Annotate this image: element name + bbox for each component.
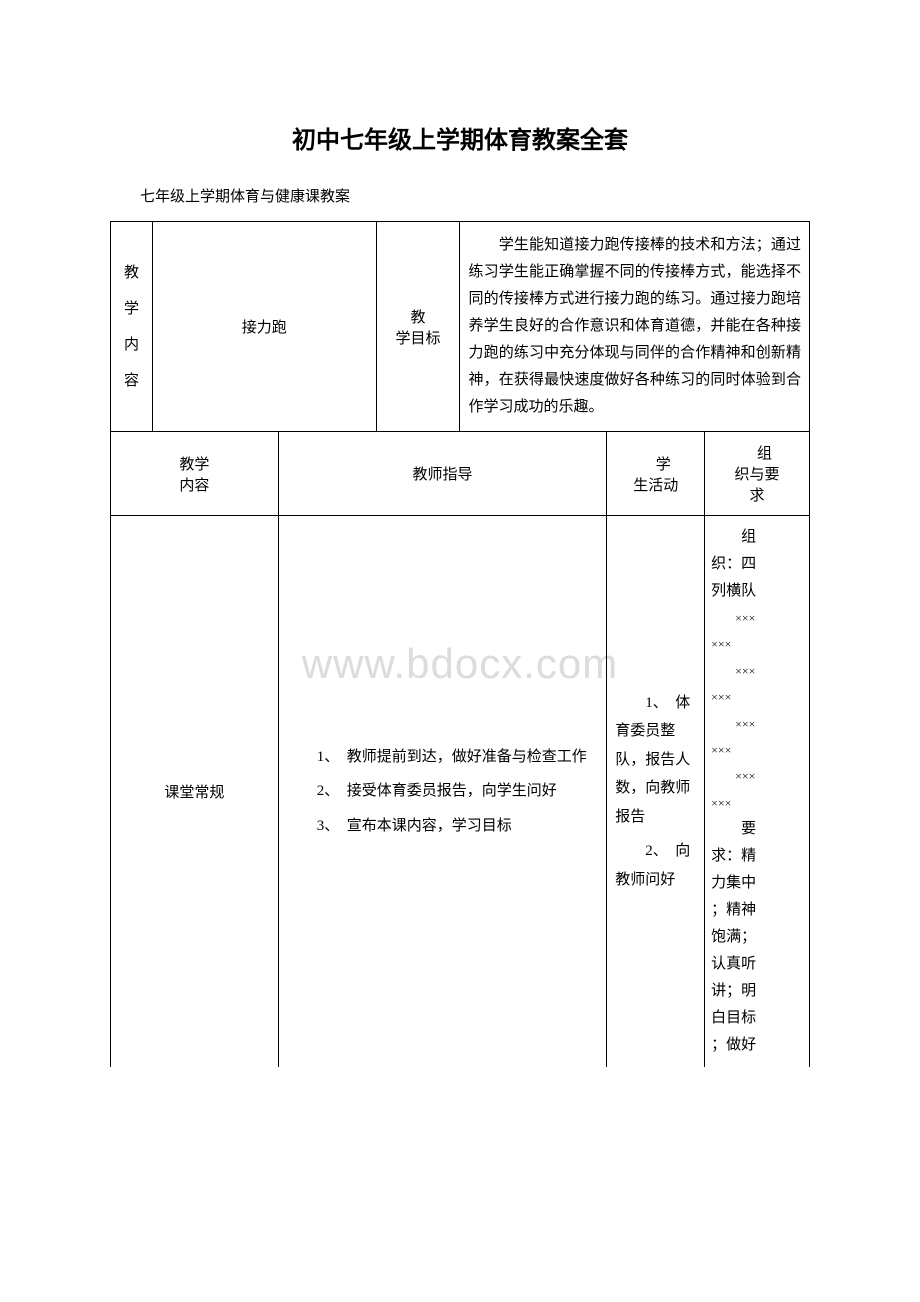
cell-text: 学 生活动	[633, 457, 678, 494]
teaching-content-label: 教 学 内 容	[111, 222, 153, 432]
teaching-content-value: 接力跑	[152, 222, 376, 432]
cell-text: 接力跑	[242, 320, 287, 336]
table-row: 教 学 内 容 接力跑 教 学目标 学生能知道接力跑传接棒的技术和方法；通过练习…	[111, 222, 810, 432]
cell-text: 教 学 内 容	[124, 265, 139, 389]
teaching-objective-value: 学生能知道接力跑传接棒的技术和方法；通过练习学生能正确掌握不同的传接棒方式，能选…	[460, 222, 810, 432]
paragraph: 1、 体育委员整队，报告人数，向教师报告	[615, 689, 696, 832]
paragraph: 2、 接受体育委员报告，向学生问好	[287, 777, 599, 806]
paragraph: 1、 教师提前到达，做好准备与检查工作	[287, 743, 599, 772]
pattern-line: ××× ×××	[711, 605, 803, 658]
pattern-line: ××× ×××	[711, 658, 803, 711]
paragraph: 2、 向教师问好	[615, 837, 696, 894]
lesson-plan-table: 教 学 内 容 接力跑 教 学目标 学生能知道接力跑传接棒的技术和方法；通过练习…	[110, 221, 810, 1067]
paragraph: 组 织：四 列横队	[711, 524, 803, 605]
formation-pattern: ××× ××× ××× ××× ××× ××× ××× ×××	[711, 605, 803, 816]
cell-text: 学生能知道接力跑传接棒的技术和方法；通过练习学生能正确掌握不同的传接棒方式，能选…	[468, 237, 801, 415]
header-teacher-guide: 教师指导	[278, 432, 607, 516]
table-row: 教学 内容 教师指导 学 生活动 组 织与要 求	[111, 432, 810, 516]
org-req-body: 组 织：四 列横队 ××× ××× ××× ××× ××× ××× ××× ××…	[705, 516, 810, 1068]
paragraph: 要 求：精 力集中 ；精神 饱满； 认真听 讲；明 白目标 ；做好	[711, 816, 803, 1059]
document-subtitle: 七年级上学期体育与健康课教案	[140, 185, 810, 206]
teaching-objective-label: 教 学目标	[376, 222, 460, 432]
routine-label: 课堂常规	[111, 516, 279, 1068]
cell-text: 课堂常规	[164, 785, 224, 801]
student-activity-body: 1、 体育委员整队，报告人数，向教师报告 2、 向教师问好	[607, 516, 705, 1068]
teacher-guide-body: 1、 教师提前到达，做好准备与检查工作 2、 接受体育委员报告，向学生问好 3、…	[278, 516, 607, 1068]
pattern-line: ××× ×××	[711, 763, 803, 816]
cell-text: 教 学目标	[396, 310, 441, 347]
header-student-activity: 学 生活动	[607, 432, 705, 516]
cell-text: 组 织与要 求	[735, 446, 780, 504]
cell-text: 教学 内容	[179, 457, 209, 494]
header-content: 教学 内容	[111, 432, 279, 516]
document-title: 初中七年级上学期体育教案全套	[110, 120, 810, 155]
cell-text: 教师指导	[413, 467, 473, 483]
header-org-requirements: 组 织与要 求	[705, 432, 810, 516]
table-row: 课堂常规 1、 教师提前到达，做好准备与检查工作 2、 接受体育委员报告，向学生…	[111, 516, 810, 1068]
paragraph: 3、 宣布本课内容，学习目标	[287, 812, 599, 841]
pattern-line: ××× ×××	[711, 711, 803, 764]
